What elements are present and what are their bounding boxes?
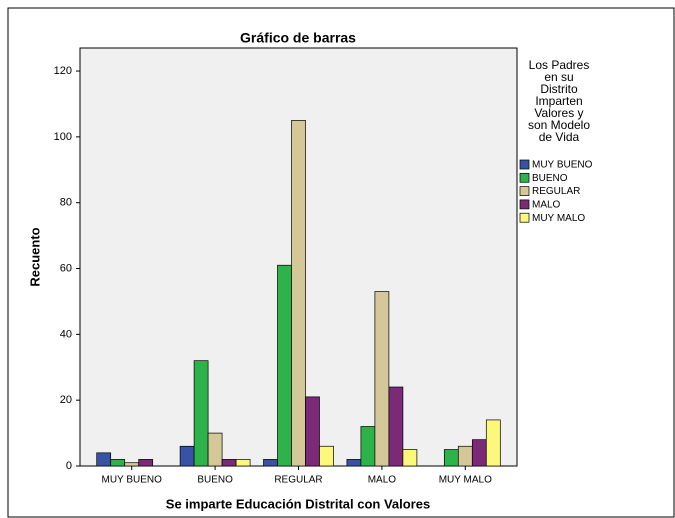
legend-label: MUY MALO	[532, 213, 585, 224]
bar	[388, 386, 404, 467]
bar	[374, 291, 390, 467]
bar	[305, 396, 320, 467]
bar	[96, 452, 112, 467]
y-axis-label: Recuento	[27, 227, 42, 286]
y-tick-label: 40	[60, 328, 72, 340]
legend-title: en su	[544, 70, 573, 84]
bar	[207, 432, 223, 467]
legend-title: Valores y	[534, 106, 583, 120]
x-axis-label: Se imparte Educación Distrital con Valor…	[166, 496, 430, 511]
legend-swatch	[519, 199, 530, 210]
bar	[360, 426, 376, 467]
legend-title: Imparten	[535, 94, 582, 108]
x-tick-label: REGULAR	[274, 475, 322, 486]
y-tick-label: 120	[54, 65, 72, 77]
bar	[457, 445, 473, 467]
bar	[443, 449, 459, 467]
chart-title: Gráfico de barras	[240, 30, 356, 46]
x-tick-label: MUY BUENO	[102, 475, 163, 486]
legend-label: BUENO	[532, 173, 568, 184]
bar	[277, 264, 292, 467]
bar	[110, 459, 126, 467]
bar	[193, 360, 209, 467]
legend-title: Distrito	[540, 82, 578, 96]
y-tick-label: 80	[60, 197, 72, 209]
y-tick-label: 60	[60, 262, 72, 274]
bar	[124, 462, 140, 467]
x-tick-label: MALO	[368, 475, 397, 486]
bar	[471, 439, 487, 467]
bar	[235, 459, 251, 467]
bar	[263, 459, 278, 467]
bar	[346, 459, 362, 467]
legend-swatch	[519, 172, 530, 183]
legend-label: MUY BUENO	[532, 160, 593, 171]
legend-swatch	[519, 212, 530, 223]
y-tick-label: 20	[60, 394, 72, 406]
bar	[179, 445, 195, 467]
y-tick-label: 100	[54, 131, 72, 143]
legend-label: REGULAR	[532, 186, 580, 197]
bar	[221, 459, 237, 467]
y-tick-label: 0	[66, 460, 72, 472]
x-tick-label: BUENO	[197, 475, 233, 486]
bar	[319, 445, 334, 467]
bar	[485, 419, 501, 467]
legend-title: son Modelo	[528, 118, 590, 132]
legend-title: Los Padres	[529, 58, 590, 72]
legend-swatch	[519, 159, 530, 170]
bar	[402, 449, 418, 467]
legend-title: de Vida	[539, 130, 580, 144]
bar	[138, 459, 154, 467]
legend-swatch	[519, 186, 530, 196]
x-tick-label: MUY MALO	[439, 475, 492, 486]
bar	[291, 120, 306, 467]
legend-label: MALO	[532, 200, 561, 211]
